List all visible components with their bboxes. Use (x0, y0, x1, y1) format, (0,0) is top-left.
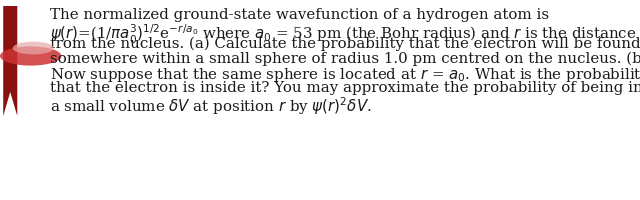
Text: somewhere within a small sphere of radius 1.0 pm centred on the nucleus. (b): somewhere within a small sphere of radiu… (50, 51, 640, 66)
Text: Now suppose that the same sphere is located at $r$ = $a_0$. What is the probabil: Now suppose that the same sphere is loca… (50, 66, 640, 84)
Circle shape (0, 46, 61, 66)
Text: The normalized ground-state wavefunction of a hydrogen atom is: The normalized ground-state wavefunction… (50, 8, 549, 22)
Polygon shape (3, 6, 17, 116)
Text: from the nucleus. (a) Calculate the probability that the electron will be found: from the nucleus. (a) Calculate the prob… (50, 37, 640, 51)
Text: $\psi(r)$=(1/$\pi a_0^3)^{1/2}$e$^{-r/a_0}$ where $a_0$ = 53 pm (the Bohr radius: $\psi(r)$=(1/$\pi a_0^3)^{1/2}$e$^{-r/a_… (50, 22, 636, 46)
Circle shape (13, 42, 54, 54)
Text: a small volume $\delta V$ at position $r$ by $\psi(r)^2\delta V$.: a small volume $\delta V$ at position $r… (50, 95, 372, 117)
Text: that the electron is inside it? You may approximate the probability of being in: that the electron is inside it? You may … (50, 81, 640, 95)
